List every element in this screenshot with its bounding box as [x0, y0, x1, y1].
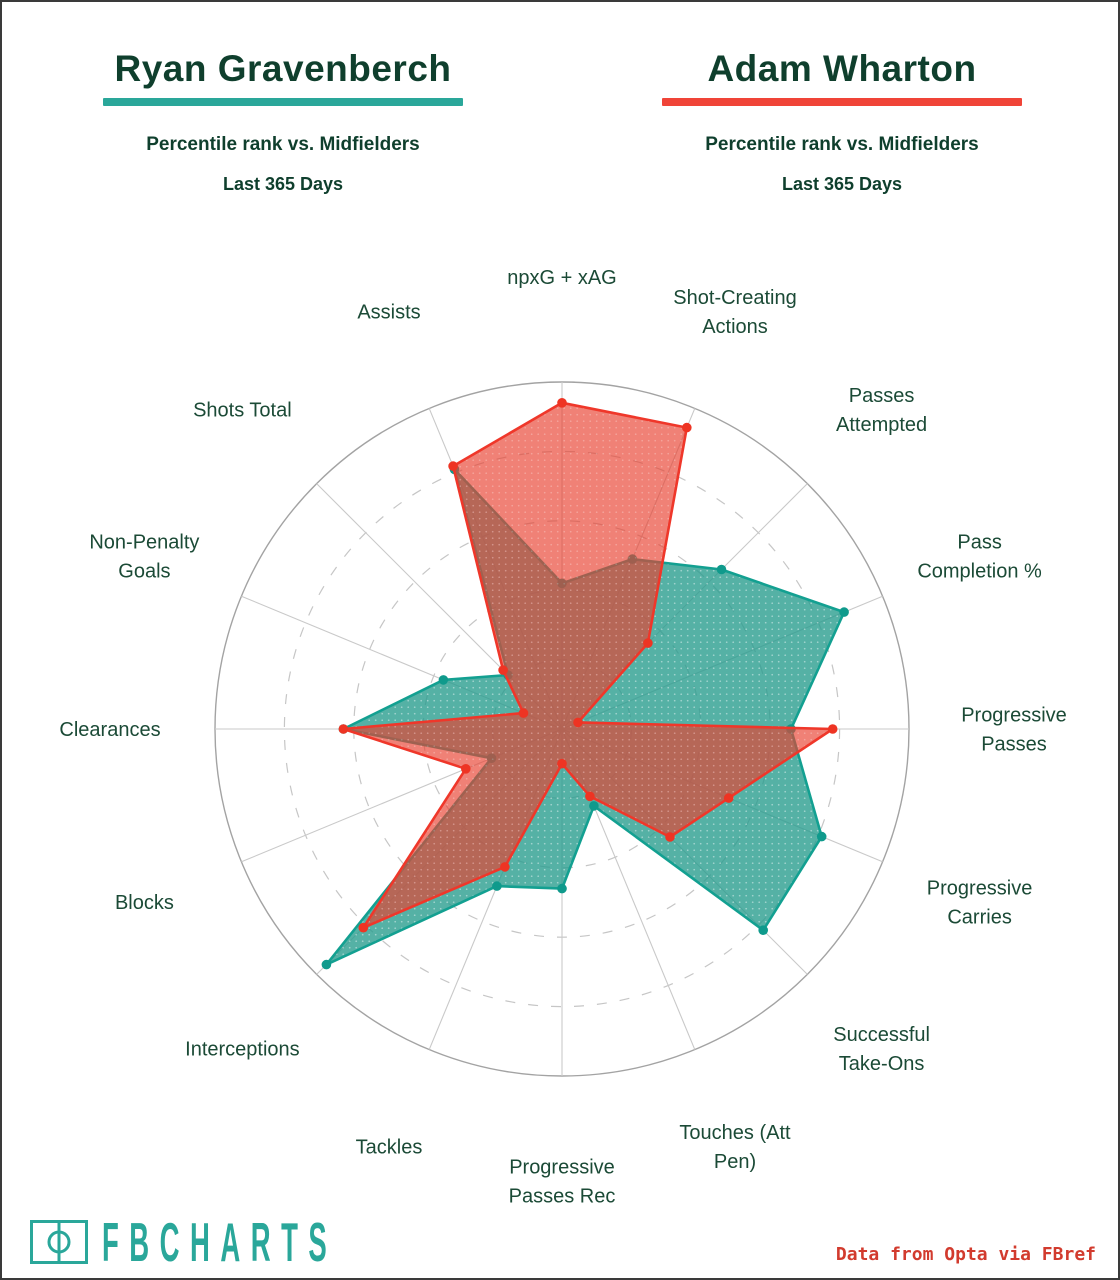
point-ryan-gravenberch-pass-completion: [839, 607, 849, 617]
data-attribution: Data from Opta via FBref: [835, 1244, 1096, 1265]
axis-label-passes-attempted: Passes Attempted: [836, 385, 927, 436]
axis-label-shot-creating-actions: Shot-Creating Actions: [673, 287, 796, 338]
point-adam-wharton-successful-take-ons: [665, 832, 675, 842]
player-underline-right: [662, 98, 1022, 106]
axis-label-npxg-xag: npxG + xAG: [507, 267, 617, 289]
fbcharts-logo-text: FBCHARTS: [102, 1211, 338, 1273]
axis-label-touches-att-pen: Touches (Att Pen): [679, 1122, 791, 1173]
point-adam-wharton-clearances: [338, 724, 349, 734]
point-ryan-gravenberch-passes-attempted: [716, 564, 727, 575]
point-adam-wharton-interceptions: [358, 922, 369, 933]
point-adam-wharton-shots-total: [498, 665, 508, 675]
axis-label-progressive-carries: Progressive Carries: [927, 878, 1033, 929]
axis-label-successful-take-ons: Successful Take-Ons: [833, 1024, 930, 1075]
point-adam-wharton-touches-att-pen: [585, 791, 595, 802]
player-underline-left: [103, 98, 463, 106]
axis-label-non-penalty-goals: Non-Penalty Goals: [89, 532, 199, 583]
point-ryan-gravenberch-interceptions: [321, 959, 332, 970]
point-adam-wharton-pass-completion: [573, 717, 583, 728]
axis-labels: npxG + xAG Shot-Creating Actions Passes Atte…: [59, 267, 1066, 1208]
point-adam-wharton-npxg-xag: [557, 398, 567, 408]
axis-label-assists: Assists: [357, 301, 420, 323]
player-name-left: Ryan Gravenberch: [114, 48, 452, 89]
series-adam-wharton: [338, 398, 838, 933]
subtitle-left: Percentile rank vs. Midfielders: [146, 134, 420, 155]
point-ryan-gravenberch-progressive-passes-rec: [557, 883, 567, 894]
period-left: Last 365 Days: [222, 174, 344, 194]
axis-label-progressive-passes: Progressive Passes: [961, 705, 1067, 756]
axis-label-interceptions: Interceptions: [185, 1039, 300, 1061]
axis-label-tackles: Tackles: [356, 1137, 423, 1159]
point-adam-wharton-progressive-passes: [827, 724, 838, 734]
football-pitch-icon: [30, 1220, 88, 1264]
point-ryan-gravenberch-successful-take-ons: [758, 925, 768, 935]
point-ryan-gravenberch-non-penalty-goals: [438, 675, 449, 685]
axis-label-clearances: Clearances: [59, 719, 160, 741]
axis-label-pass-completion: Pass Completion %: [917, 532, 1042, 583]
point-adam-wharton-blocks: [461, 764, 471, 774]
fbcharts-logo: FBCHARTS: [30, 1211, 572, 1273]
axis-label-shots-total: Shots Total: [193, 399, 292, 421]
player-name-right: Adam Wharton: [707, 48, 977, 89]
period-right: Last 365 Days: [781, 174, 903, 194]
point-adam-wharton-progressive-passes-rec: [557, 758, 567, 769]
axis-label-blocks: Blocks: [115, 892, 174, 914]
point-adam-wharton-progressive-carries: [723, 793, 734, 803]
point-adam-wharton-shot-creating-actions: [682, 422, 692, 433]
point-ryan-gravenberch-touches-att-pen: [589, 801, 599, 811]
axis-label-progressive-passes-rec: Progressive Passes Rec: [509, 1157, 616, 1208]
point-adam-wharton-non-penalty-goals: [518, 708, 529, 718]
point-adam-wharton-assists: [448, 461, 458, 471]
point-adam-wharton-passes-attempted: [643, 638, 653, 648]
subtitle-right: Percentile rank vs. Midfielders: [705, 134, 979, 155]
point-adam-wharton-tackles: [500, 862, 510, 872]
point-ryan-gravenberch-tackles: [492, 881, 502, 891]
point-ryan-gravenberch-progressive-carries: [816, 831, 827, 842]
